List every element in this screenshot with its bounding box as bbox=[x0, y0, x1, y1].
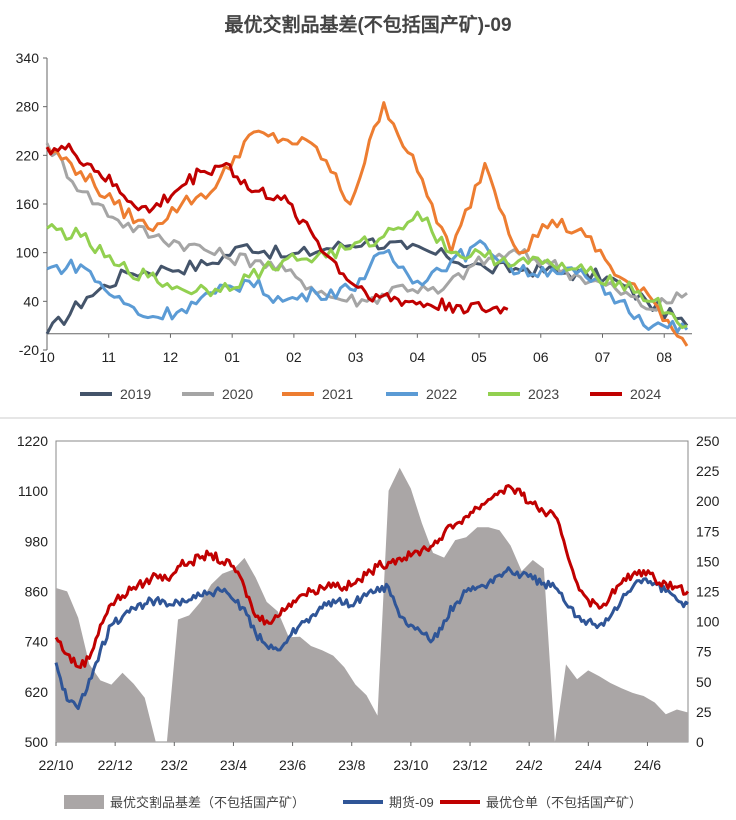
x-tick-label: 22/10 bbox=[38, 757, 73, 773]
right-y-tick-label: 125 bbox=[696, 584, 720, 600]
series-line-2021 bbox=[45, 101, 689, 347]
x-tick-label: 11 bbox=[101, 349, 116, 365]
left-y-tick-label: 740 bbox=[25, 634, 49, 650]
left-y-tick-label: 1100 bbox=[18, 483, 48, 499]
y-tick-label: 100 bbox=[16, 245, 40, 261]
x-tick-label: 12 bbox=[163, 349, 179, 365]
left-y-tick-label: 500 bbox=[25, 734, 49, 750]
right-y-tick-label: 200 bbox=[696, 493, 720, 509]
right-y-tick-label: 100 bbox=[696, 614, 720, 630]
x-tick-label: 24/6 bbox=[634, 757, 661, 773]
x-tick-label: 03 bbox=[348, 349, 364, 365]
x-tick-label: 23/6 bbox=[279, 757, 306, 773]
legend-label-2021: 2021 bbox=[322, 386, 353, 402]
right-y-tick-label: 50 bbox=[696, 674, 712, 690]
x-tick-label: 23/8 bbox=[338, 757, 365, 773]
legend-label-futures: 期货-09 bbox=[389, 795, 434, 810]
legend-swatch-basis bbox=[64, 795, 104, 809]
basis-area bbox=[56, 467, 688, 742]
x-tick-label: 10 bbox=[39, 349, 55, 365]
y-tick-label: 280 bbox=[16, 99, 40, 115]
right-y-tick-label: 75 bbox=[696, 644, 712, 660]
y-tick-label: 160 bbox=[16, 196, 40, 212]
legend-label-2024: 2024 bbox=[630, 386, 661, 402]
left-y-tick-label: 620 bbox=[25, 684, 49, 700]
legend-label-2020: 2020 bbox=[222, 386, 253, 402]
x-tick-label: 23/10 bbox=[393, 757, 428, 773]
x-tick-label: 01 bbox=[224, 349, 240, 365]
series-line-2023 bbox=[46, 210, 688, 330]
series-line-2022 bbox=[46, 239, 689, 334]
right-y-tick-label: 250 bbox=[696, 433, 720, 449]
right-y-tick-label: 175 bbox=[696, 523, 720, 539]
series-line-2020 bbox=[45, 142, 688, 312]
left-y-tick-label: 860 bbox=[25, 584, 49, 600]
x-tick-label: 23/12 bbox=[453, 757, 488, 773]
right-y-tick-label: 225 bbox=[696, 463, 720, 479]
x-tick-label: 23/4 bbox=[220, 757, 247, 773]
series-line-2019 bbox=[45, 237, 689, 335]
right-y-tick-label: 150 bbox=[696, 553, 720, 569]
left-y-tick-label: 1220 bbox=[17, 433, 48, 449]
legend-label-2019: 2019 bbox=[120, 386, 151, 402]
futures-line bbox=[54, 566, 689, 711]
x-tick-label: 22/12 bbox=[98, 757, 133, 773]
y-tick-label: 40 bbox=[23, 293, 39, 309]
x-tick-label: 23/2 bbox=[161, 757, 188, 773]
legend-label-basis: 最优交割品基差（不包括国产矿） bbox=[110, 795, 305, 810]
x-tick-label: 24/4 bbox=[575, 757, 602, 773]
x-tick-label: 04 bbox=[410, 349, 426, 365]
series-line-2024 bbox=[45, 142, 509, 315]
warehouse-receipt-line bbox=[54, 484, 690, 669]
x-tick-label: 05 bbox=[471, 349, 487, 365]
legend-label-2023: 2023 bbox=[528, 386, 559, 402]
left-y-tick-label: 980 bbox=[25, 533, 49, 549]
y-tick-label: 220 bbox=[16, 147, 40, 163]
right-y-tick-label: 25 bbox=[696, 704, 712, 720]
x-tick-label: 24/2 bbox=[516, 757, 543, 773]
chart-title: 最优交割品基差(不包括国产矿)-09 bbox=[224, 15, 512, 36]
y-tick-label: -20 bbox=[19, 342, 39, 358]
x-tick-label: 02 bbox=[286, 349, 302, 365]
legend-label-warehouse-receipt: 最优仓单（不包括国产矿） bbox=[486, 795, 642, 810]
x-tick-label: 06 bbox=[533, 349, 549, 365]
x-tick-label: 07 bbox=[595, 349, 611, 365]
right-y-tick-label: 0 bbox=[696, 734, 704, 750]
legend-label-2022: 2022 bbox=[426, 386, 457, 402]
y-tick-label: 340 bbox=[16, 50, 40, 66]
x-tick-label: 08 bbox=[656, 349, 672, 365]
